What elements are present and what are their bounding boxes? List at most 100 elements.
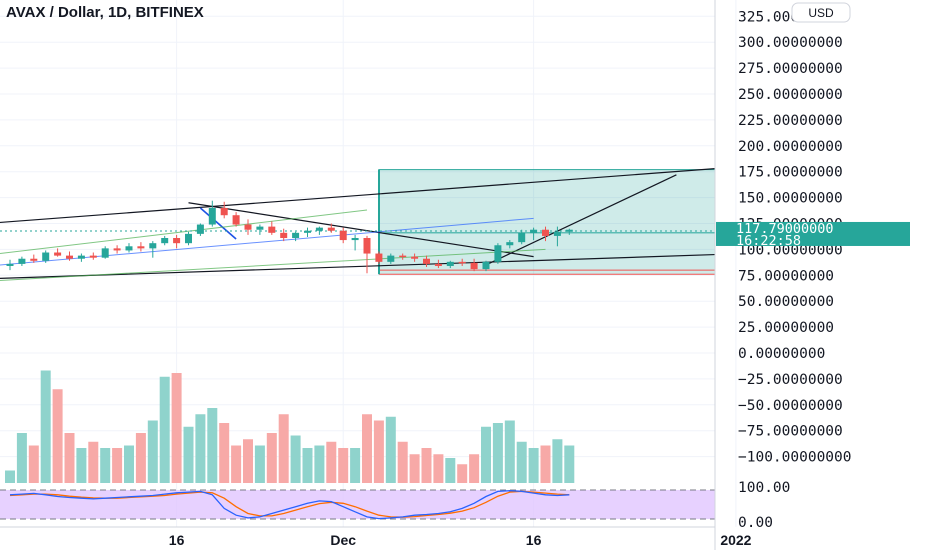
drawings-layer [0,167,716,281]
candle-body [470,262,478,270]
candle-body [446,261,454,266]
candle [244,219,252,235]
last-price-value: 117.79000000 [736,221,834,237]
candle-body [351,238,359,241]
oscillator-pane [0,489,715,520]
candles [6,200,573,274]
last-price-countdown: 16:22:58 [736,233,801,249]
volume-bar [147,420,158,483]
volume-bar [278,414,289,483]
volume-bar [362,414,372,483]
oscillator-band [0,490,715,519]
candle [506,240,514,249]
candle-body [89,255,97,258]
volume-bar [445,458,456,483]
candle [399,253,407,260]
volume-bar [373,420,384,483]
candle-body [101,248,109,258]
volume-bar [385,416,396,483]
channel-blue [0,217,534,266]
volume-bar [28,445,39,483]
candle [161,235,169,246]
candle [18,256,26,266]
candle-body [458,261,466,264]
candle-body [173,238,181,244]
time-axis-label: 16 [169,532,185,548]
candle [446,260,454,269]
candle-body [208,207,216,225]
volume-bar [124,445,134,483]
time-axis[interactable]: 16 Dec 16 2022 [169,532,752,548]
oscillator-axis-label: 0.00 [738,515,773,531]
volume-bar [64,433,75,483]
price-axis-label: 150.00000000 [738,191,843,207]
volume-bar [290,435,301,483]
volume-bar [552,439,563,483]
candle [423,255,430,268]
trendline-lower [0,253,716,280]
candle-body [304,230,311,233]
price-axis-label: 100.00000000 [738,242,843,258]
candle [387,253,395,264]
candle-body [66,255,73,259]
oscillator-axis-label: 100.00 [738,480,790,496]
price-axis-label: 275.00000000 [738,61,843,77]
volume-bar [540,445,551,483]
time-axis-label: Dec [330,532,356,548]
volume-bar [326,441,337,483]
price-axis-label: 250.00000000 [738,87,843,103]
oscillator-k-line [9,490,570,520]
volume-bar [338,448,349,483]
candle [339,227,347,244]
candle [565,228,573,235]
candle-body [387,255,395,262]
candle [304,227,311,237]
candle [185,231,192,246]
volume-bar [564,445,575,483]
candle-body [232,215,240,225]
candle-body [339,230,347,241]
price-axis-label: 225.00000000 [738,113,843,129]
volume-bar [52,389,63,483]
candle-body [185,233,192,244]
trendline-projection [485,174,677,266]
candle-body [482,261,490,270]
price-axis-label: −100.00000000 [738,450,852,466]
candle-body [113,248,121,251]
candle-body [6,263,14,266]
price-axis-label: 25.00000000 [738,320,834,336]
price-axis-label: 175.00000000 [738,165,843,181]
candle-body [530,229,538,233]
volume-bar [243,439,253,483]
candle-body [565,229,573,232]
volume-bar [469,454,480,483]
long-position-profit-zone [378,169,716,234]
candle [101,246,109,259]
candle [30,254,38,263]
price-axis[interactable]: 325.00000000300.00000000275.00000000250.… [738,9,852,465]
price-axis-label: 75.00000000 [738,268,834,284]
candle-body [327,227,335,231]
candle [42,250,50,263]
price-axis-label: −50.00000000 [738,398,843,414]
candle-body [506,242,514,246]
candle [494,243,502,264]
candle [256,224,264,235]
volume-bar [88,441,99,483]
candle-body [30,258,38,261]
candle-body [18,258,26,264]
currency-badge[interactable]: USD [791,2,851,23]
volume-bar [350,448,361,483]
candle [137,242,145,252]
volume-bar [100,448,111,483]
trendline-descending [188,202,534,258]
candle [6,259,14,271]
volume-bars [5,370,575,483]
candle-body [149,243,157,249]
price-axis-label: 50.00000000 [738,294,834,310]
volume-bar [302,448,313,483]
candle-body [494,245,502,262]
candle-body [292,232,300,239]
candle [113,245,121,254]
